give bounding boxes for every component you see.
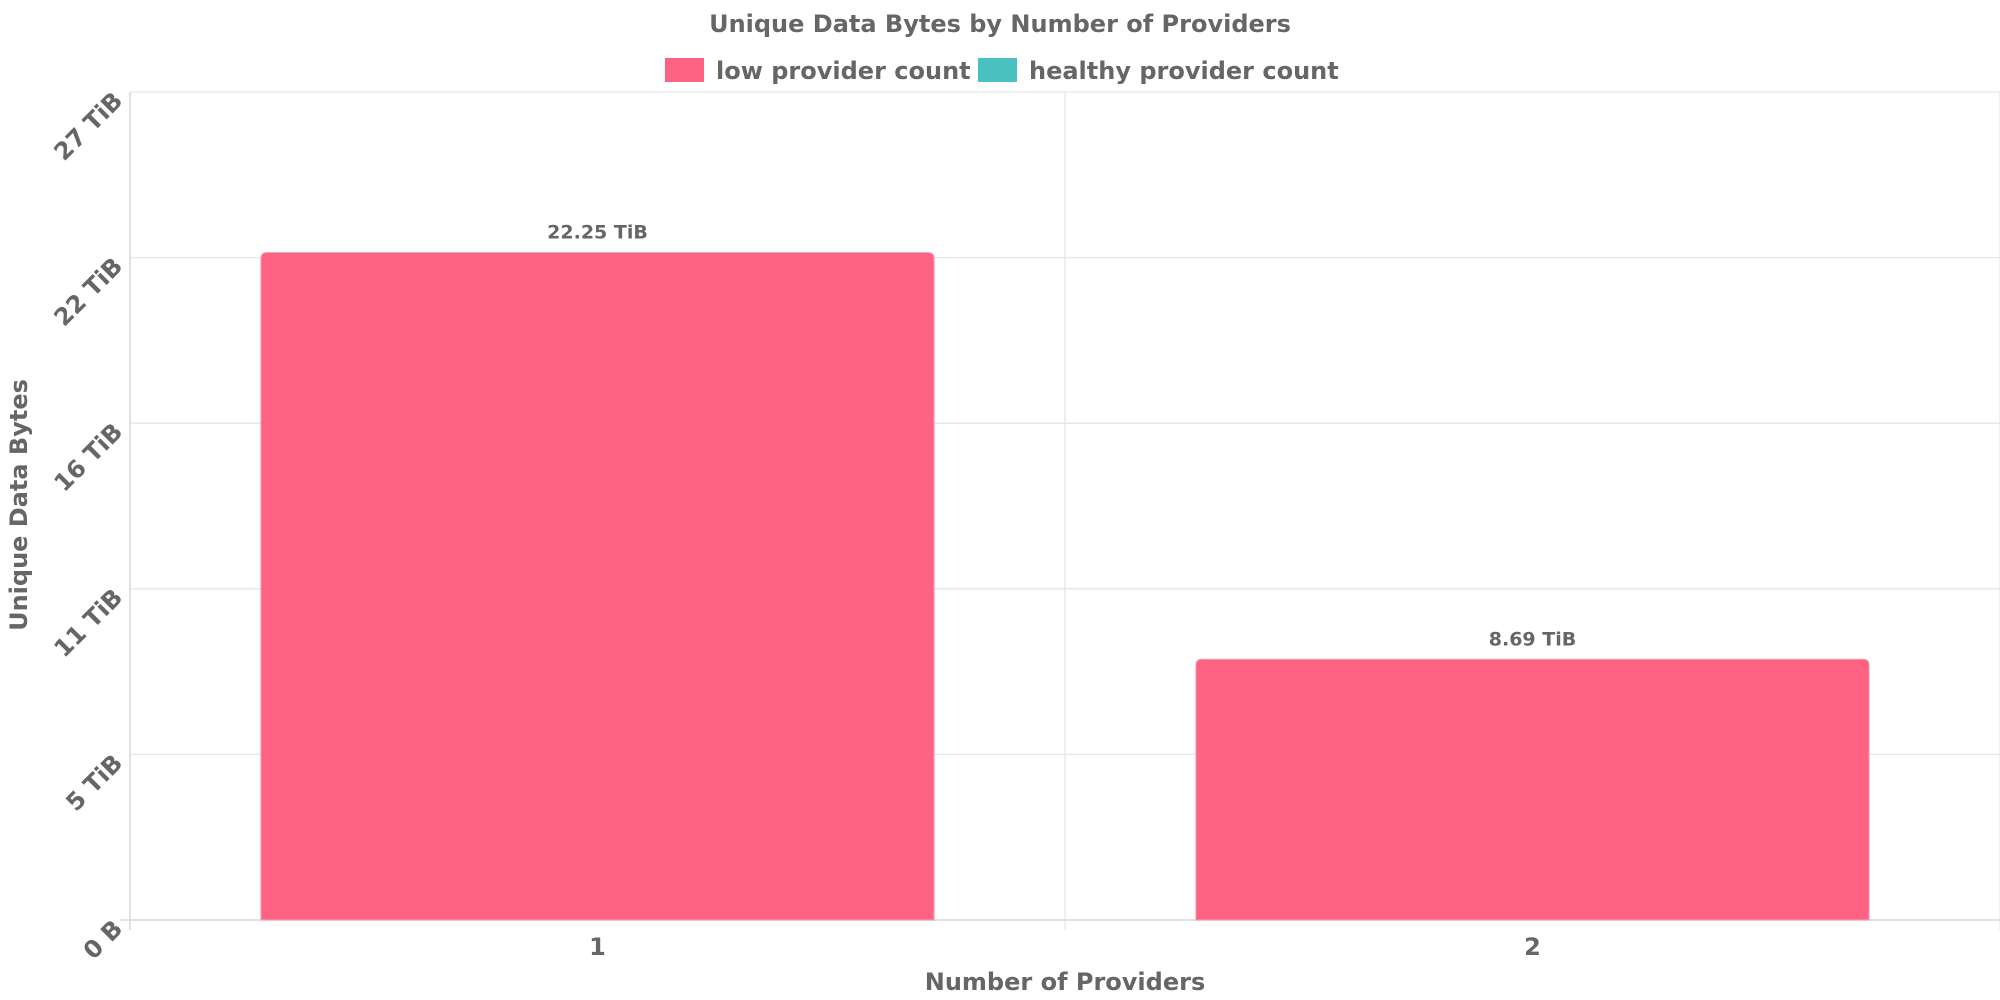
legend: low provider count healthy provider coun…	[665, 57, 1339, 85]
legend-label-low-provider-count[interactable]: low provider count	[716, 57, 971, 85]
y-tick-label: 0 B	[78, 914, 128, 964]
bars: 22.25 TiB 8.69 TiB	[260, 222, 1870, 921]
x-tick-label: 1	[589, 933, 606, 961]
bar[interactable]	[260, 252, 935, 921]
legend-swatch-low-provider-count[interactable]	[665, 58, 704, 82]
x-axis-label: Number of Providers	[925, 968, 1205, 996]
bar-data-label: 22.25 TiB	[547, 222, 648, 244]
y-tick-label: 22 TiB	[49, 252, 129, 332]
y-tick-label: 11 TiB	[49, 583, 129, 663]
bar[interactable]	[1195, 658, 1870, 921]
y-axis-label: Unique Data Bytes	[5, 379, 33, 631]
x-tick-label: 2	[1524, 933, 1541, 961]
y-tick-label: 16 TiB	[49, 418, 129, 498]
bar-data-label: 8.69 TiB	[1489, 628, 1576, 650]
legend-label-healthy-provider-count[interactable]: healthy provider count	[1029, 57, 1339, 85]
legend-swatch-healthy-provider-count[interactable]	[978, 58, 1017, 82]
y-tick-label: 5 TiB	[60, 749, 128, 817]
chart-title: Unique Data Bytes by Number of Providers	[709, 10, 1291, 38]
y-tick-label: 27 TiB	[49, 86, 129, 166]
